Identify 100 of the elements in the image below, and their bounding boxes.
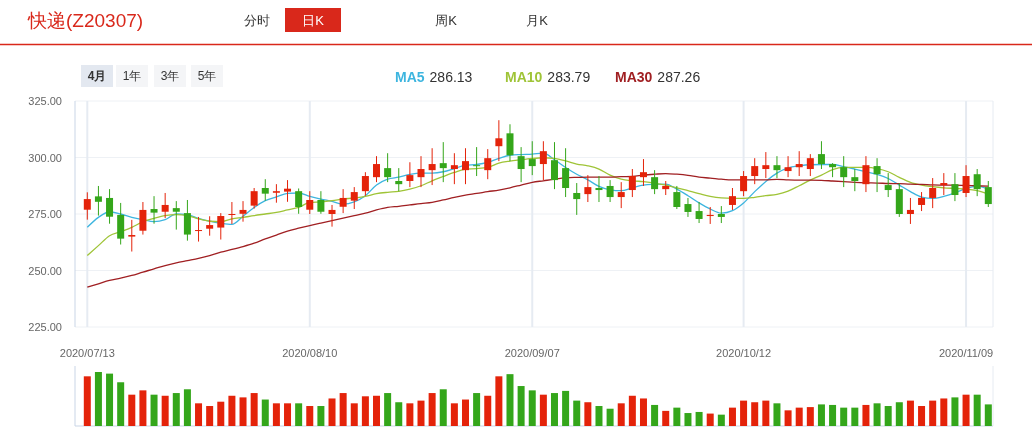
candlestick bbox=[150, 195, 158, 225]
text: 3年 bbox=[160, 69, 180, 83]
y-tick-label: 325.00 bbox=[28, 95, 62, 107]
candlestick bbox=[484, 148, 492, 180]
bar bbox=[762, 400, 770, 426]
candlestick bbox=[628, 168, 636, 198]
bar bbox=[862, 404, 870, 426]
candlestick bbox=[195, 216, 203, 243]
candlestick bbox=[295, 187, 303, 215]
candlestick bbox=[562, 147, 570, 198]
candlestick bbox=[261, 178, 269, 202]
candlestick bbox=[584, 174, 592, 203]
bar bbox=[339, 393, 347, 426]
candlestick bbox=[284, 179, 292, 203]
bar bbox=[473, 393, 481, 426]
bar bbox=[450, 403, 458, 426]
candlestick bbox=[606, 179, 614, 203]
candlestick bbox=[962, 164, 970, 198]
candlestick bbox=[328, 204, 336, 228]
candlestick bbox=[550, 141, 558, 190]
candlestick bbox=[172, 200, 180, 231]
bar bbox=[829, 404, 837, 426]
bar bbox=[951, 397, 959, 426]
candlestick bbox=[684, 197, 692, 218]
bar bbox=[439, 389, 447, 426]
candlestick bbox=[695, 201, 703, 224]
bar bbox=[250, 393, 258, 426]
bar bbox=[673, 407, 681, 426]
bar bbox=[817, 404, 825, 426]
candlestick bbox=[395, 167, 403, 192]
candlestick bbox=[617, 181, 625, 209]
x-tick-label: 2020/07/13 bbox=[59, 347, 115, 359]
bar bbox=[628, 395, 636, 426]
candlestick bbox=[984, 180, 992, 208]
candlestick bbox=[951, 172, 959, 202]
candlestick bbox=[217, 212, 225, 241]
bar bbox=[284, 403, 292, 426]
y-tick-label: 275.00 bbox=[28, 208, 62, 220]
bar bbox=[906, 400, 914, 426]
candlestick bbox=[384, 152, 392, 183]
chart-title: 快递(Z20307) bbox=[27, 10, 144, 31]
bar bbox=[584, 402, 592, 426]
x-tick-label: 2020/11/09 bbox=[938, 347, 994, 359]
candlestick bbox=[806, 153, 814, 177]
bar bbox=[506, 374, 514, 426]
bar bbox=[639, 398, 647, 426]
candlestick bbox=[183, 199, 191, 242]
candlestick bbox=[106, 188, 114, 225]
candlestick bbox=[862, 155, 870, 193]
candlestick bbox=[406, 161, 414, 188]
candlestick bbox=[639, 158, 647, 187]
bar bbox=[873, 403, 881, 426]
bar bbox=[773, 403, 781, 426]
bar bbox=[539, 394, 547, 426]
bar bbox=[428, 393, 436, 426]
candlestick bbox=[918, 191, 926, 212]
bar bbox=[128, 394, 136, 426]
y-tick-label: 300.00 bbox=[28, 151, 62, 164]
x-tick-label: 2020/09/07 bbox=[504, 347, 560, 359]
candlestick bbox=[840, 155, 848, 188]
bar bbox=[728, 407, 736, 426]
candlestick bbox=[784, 155, 792, 178]
bar bbox=[984, 404, 992, 426]
candlestick bbox=[94, 185, 102, 217]
candlestick bbox=[428, 147, 436, 186]
bar bbox=[973, 394, 981, 426]
bar bbox=[784, 410, 792, 426]
bar bbox=[517, 386, 525, 426]
bar bbox=[217, 401, 225, 426]
bar bbox=[161, 395, 169, 426]
candlestick bbox=[929, 177, 937, 209]
text: 5年 bbox=[197, 69, 217, 83]
candlestick bbox=[873, 157, 881, 193]
bar bbox=[306, 406, 314, 426]
candlestick bbox=[762, 151, 770, 179]
candlestick bbox=[228, 201, 236, 225]
bar bbox=[528, 390, 536, 426]
bar bbox=[261, 399, 269, 426]
candlestick bbox=[673, 185, 681, 210]
candlestick bbox=[161, 192, 169, 219]
bar bbox=[350, 403, 358, 426]
text: MA5 bbox=[395, 69, 425, 85]
bar bbox=[106, 373, 114, 426]
candlestick bbox=[439, 141, 447, 183]
candlestick bbox=[417, 155, 425, 188]
candlestick bbox=[751, 157, 759, 185]
bar bbox=[684, 413, 692, 426]
candlestick bbox=[817, 140, 825, 170]
bar bbox=[272, 403, 280, 426]
bar bbox=[239, 397, 247, 426]
bar bbox=[462, 399, 469, 426]
text: 283.79 bbox=[547, 69, 591, 85]
candlestick bbox=[117, 202, 125, 246]
bar bbox=[117, 382, 125, 426]
candlestick bbox=[940, 172, 948, 196]
bar bbox=[751, 402, 759, 426]
candlestick bbox=[728, 187, 736, 211]
candlestick bbox=[373, 155, 381, 183]
x-tick-label: 2020/08/10 bbox=[282, 347, 338, 359]
candlestick bbox=[250, 187, 258, 210]
